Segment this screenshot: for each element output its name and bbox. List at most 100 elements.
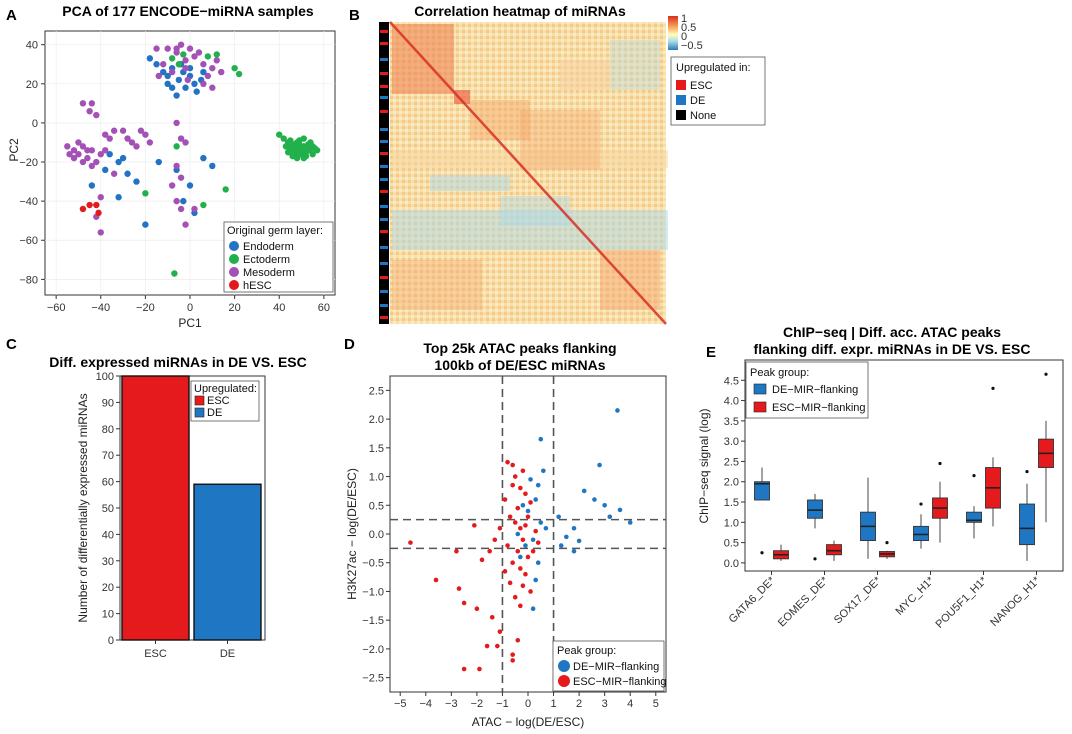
x-tick-label: −2	[471, 698, 484, 710]
pca-point-mesoderm	[97, 229, 104, 236]
y-tick-label: 70	[102, 450, 114, 462]
pca-point-ectoderm	[287, 137, 294, 144]
pca-point-hesc	[79, 205, 87, 213]
x-tick-label: GATA6_DE*	[727, 574, 779, 626]
panel-d-title: Top 25k ATAC peaks flanking	[423, 340, 616, 356]
x-tick-label: 60	[318, 302, 330, 314]
y-tick-label: 80	[102, 424, 114, 436]
de-mir-point	[581, 488, 587, 494]
x-tick-label: 20	[228, 302, 240, 314]
y-tick-label: 1.0	[369, 472, 384, 484]
pca-point-endoderm	[186, 64, 194, 72]
esc-mir-point	[454, 548, 459, 554]
pca-point-ectoderm	[180, 51, 187, 58]
legend-title: Upregulated:	[194, 383, 257, 395]
pca-point-mesoderm	[102, 147, 109, 154]
colorbar-tick: 0	[681, 31, 687, 43]
esc-mir-point	[507, 514, 513, 520]
pca-point-endoderm	[182, 84, 189, 91]
esc-mir-point	[520, 537, 526, 543]
pca-point-ectoderm	[204, 53, 212, 60]
de-mir-point	[543, 525, 549, 531]
panel-e-subtitle: flanking diff. expr. miRNAs in DE VS. ES…	[754, 341, 1031, 357]
pca-point-mesoderm	[209, 64, 216, 72]
legend-de: DE	[207, 407, 222, 419]
heatmap-row-annotation-stripe	[380, 304, 388, 307]
legend-de-swatch	[676, 95, 686, 105]
pca-point-mesoderm	[119, 127, 127, 134]
y-tick-label: 2.0	[369, 414, 384, 426]
y-tick-label: −1.5	[362, 615, 384, 627]
panel-c-legend: Upregulated: ESC DE	[190, 380, 260, 422]
legend-hesc: hESC	[243, 280, 272, 292]
panel-a-label: A	[6, 7, 17, 24]
box-outlier-de-mir	[760, 551, 764, 555]
heatmap-row-annotation-stripe	[380, 218, 388, 221]
pca-point-mesoderm	[66, 151, 73, 158]
x-tick-label: DE	[220, 648, 235, 660]
esc-mir-point	[502, 569, 508, 574]
x-tick-label: 0	[187, 302, 193, 314]
heatmap-row-annotation-stripe	[380, 205, 388, 208]
y-tick-label: 3.0	[724, 436, 739, 448]
pca-point-mesoderm	[110, 127, 118, 134]
x-tick-label: 5	[653, 698, 659, 710]
legend-none-swatch	[676, 110, 686, 120]
x-tick-label: −60	[47, 302, 66, 314]
pca-point-mesoderm	[155, 72, 162, 80]
pca-point-ectoderm	[313, 147, 321, 154]
y-tick-label: 50	[102, 503, 114, 515]
de-mir-point	[558, 543, 564, 548]
x-tick-label: −4	[420, 698, 433, 710]
heatmap-block	[560, 60, 610, 90]
esc-mir-point	[489, 615, 495, 620]
y-tick-label: 20	[102, 582, 114, 594]
pca-point-endoderm	[88, 182, 96, 189]
esc-mir-point	[505, 459, 510, 465]
pca-point-endoderm	[200, 154, 207, 162]
y-tick-label: 30	[102, 556, 114, 568]
panel-d-label: D	[344, 336, 355, 353]
pca-point-endoderm	[209, 162, 216, 170]
esc-mir-point	[484, 643, 490, 649]
heatmap-row-annotation-stripe	[380, 85, 388, 88]
esc-mir-point	[433, 577, 439, 583]
y-tick-label: −0.5	[362, 558, 384, 570]
heatmap-row-annotation-stripe	[380, 72, 388, 75]
y-tick-label: −2.5	[362, 673, 384, 685]
box-outlier-esc-mir	[885, 540, 889, 545]
de-mir-point	[535, 560, 541, 566]
pca-point-mesoderm	[79, 158, 87, 166]
pca-point-ectoderm	[231, 64, 238, 72]
heatmap-row-annotation-stripe	[380, 230, 388, 233]
y-tick-label: 1.0	[724, 517, 739, 529]
panel-a-title: PCA of 177 ENCODE−miRNA samples	[62, 3, 314, 19]
box-outlier-esc-mir	[1044, 372, 1048, 376]
pca-point-mesoderm	[182, 57, 189, 64]
pca-point-mesoderm	[93, 158, 100, 166]
y-tick-label: 90	[102, 397, 114, 409]
pca-point-mesoderm	[195, 49, 203, 56]
pca-point-mesoderm	[177, 135, 185, 142]
esc-mir-point	[523, 491, 528, 497]
de-mir-point	[533, 497, 538, 502]
esc-mir-point	[474, 606, 480, 611]
esc-mir-point	[520, 583, 526, 589]
pca-point-mesoderm	[142, 131, 149, 138]
de-mir-point	[525, 508, 531, 514]
esc-mir-point	[518, 525, 523, 531]
y-tick-label: 40	[26, 40, 38, 52]
x-tick-label: EOMES_DE*	[776, 574, 831, 629]
bar-esc	[121, 375, 190, 641]
legend-title: Upregulated in:	[676, 62, 751, 74]
pca-point-mesoderm	[204, 72, 212, 80]
pca-point-mesoderm	[177, 205, 185, 213]
heatmap-row-annotation-stripe	[380, 178, 388, 181]
pca-point-ectoderm	[305, 147, 312, 154]
pca-point-mesoderm	[70, 147, 78, 154]
pca-point-ectoderm	[213, 51, 220, 58]
pca-point-endoderm	[146, 55, 154, 62]
legend-ectoderm: Ectoderm	[243, 254, 290, 266]
pca-point-mesoderm	[160, 61, 167, 68]
panel-b-label: B	[349, 7, 360, 24]
